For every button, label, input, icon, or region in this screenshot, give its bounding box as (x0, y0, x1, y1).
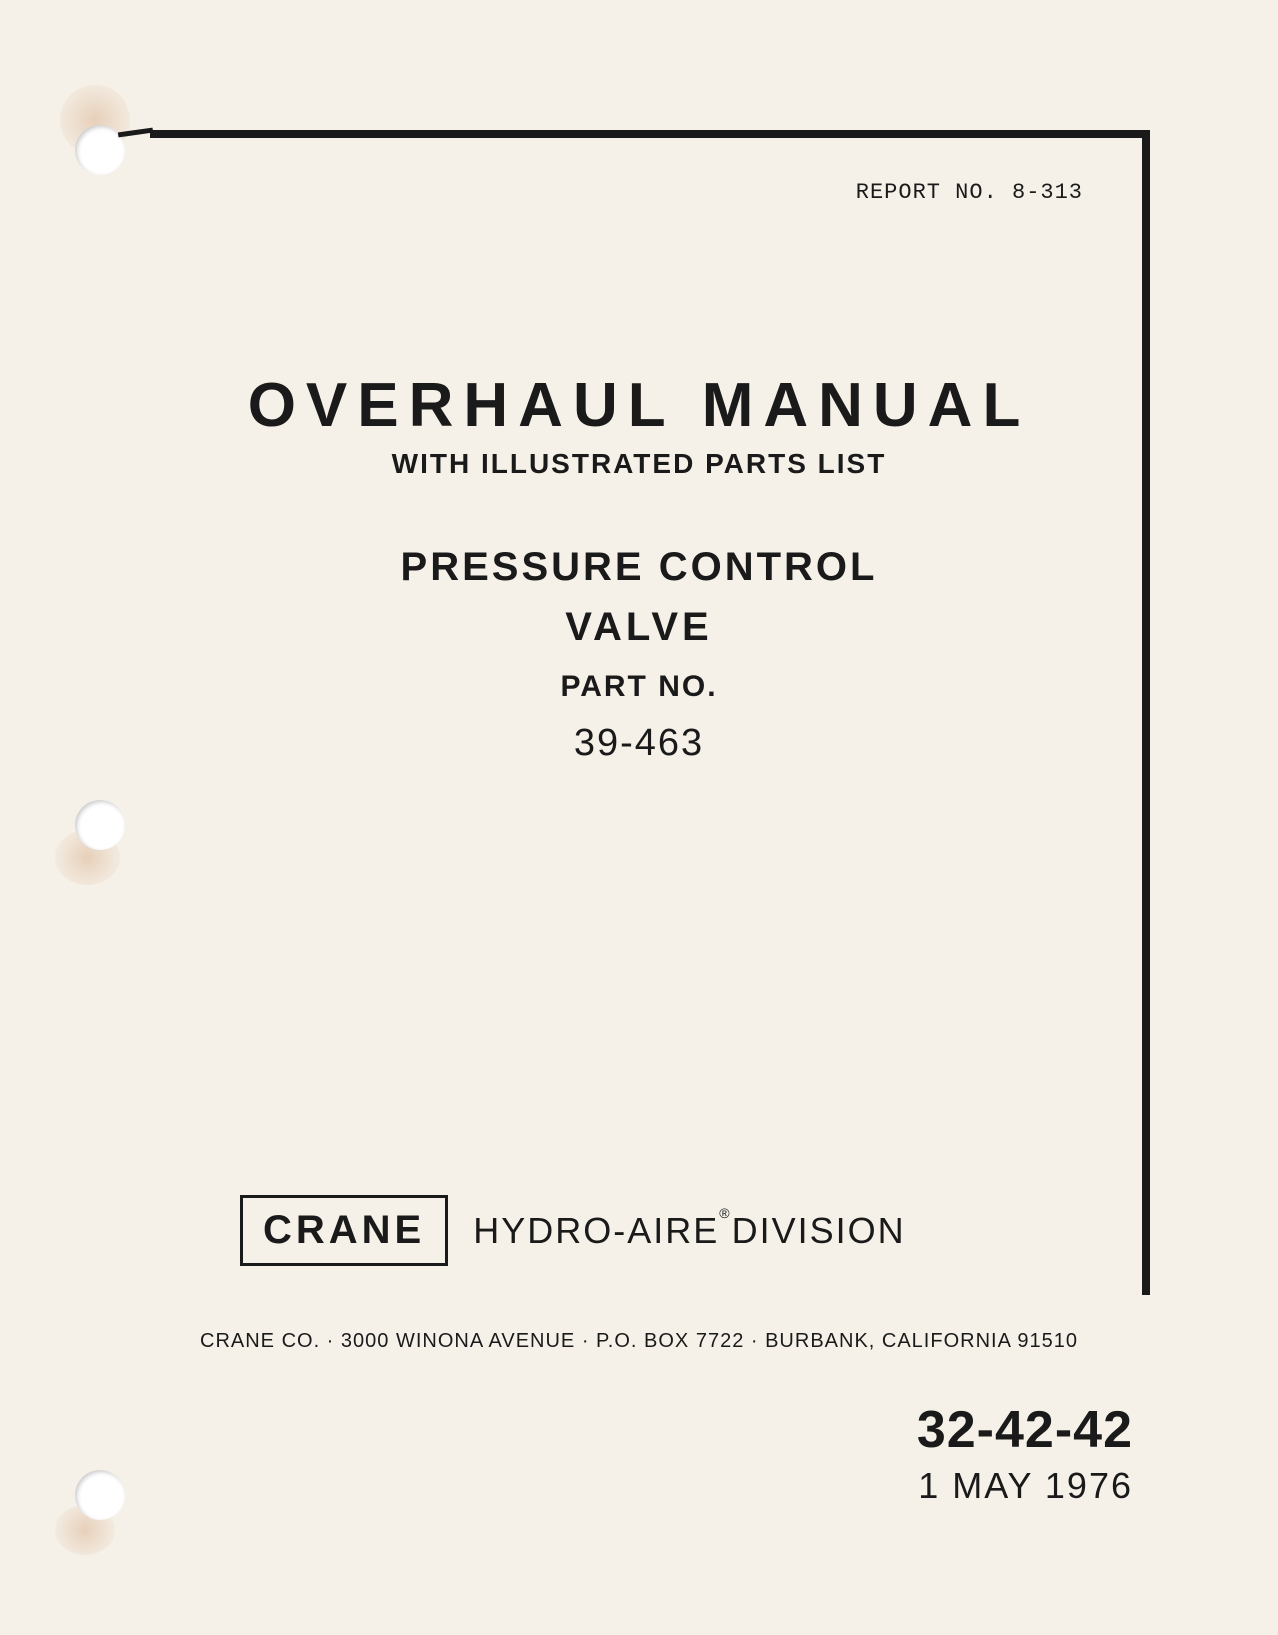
document-title: OVERHAUL MANUAL (0, 370, 1278, 441)
top-border-line (150, 130, 1150, 138)
company-address: CRANE CO. · 3000 WINONA AVENUE · P.O. BO… (0, 1330, 1278, 1353)
document-page: REPORT NO. 8-313 OVERHAUL MANUAL WITH IL… (0, 0, 1278, 1635)
registered-mark: ® (719, 1205, 731, 1221)
division-prefix: HYDRO-AIRE (473, 1210, 719, 1251)
part-number-value: 39-463 (0, 722, 1278, 765)
document-number: 32-42-42 (917, 1400, 1133, 1460)
hole-punch (75, 800, 125, 850)
part-number-label: PART NO. (0, 670, 1278, 704)
document-date: 1 MAY 1976 (918, 1465, 1133, 1507)
product-name-line1: PRESSURE CONTROL (0, 545, 1278, 590)
document-subtitle: WITH ILLUSTRATED PARTS LIST (0, 448, 1278, 480)
division-name: HYDRO-AIRE®DIVISION (473, 1210, 905, 1252)
report-number: REPORT NO. 8-313 (856, 180, 1083, 205)
company-logo-box: CRANE (240, 1195, 448, 1266)
right-border-line (1142, 130, 1150, 1295)
company-branding: CRANE HYDRO-AIRE®DIVISION (240, 1195, 906, 1266)
hole-punch (75, 1470, 125, 1520)
product-name-line2: VALVE (0, 605, 1278, 650)
division-suffix: DIVISION (732, 1210, 906, 1251)
